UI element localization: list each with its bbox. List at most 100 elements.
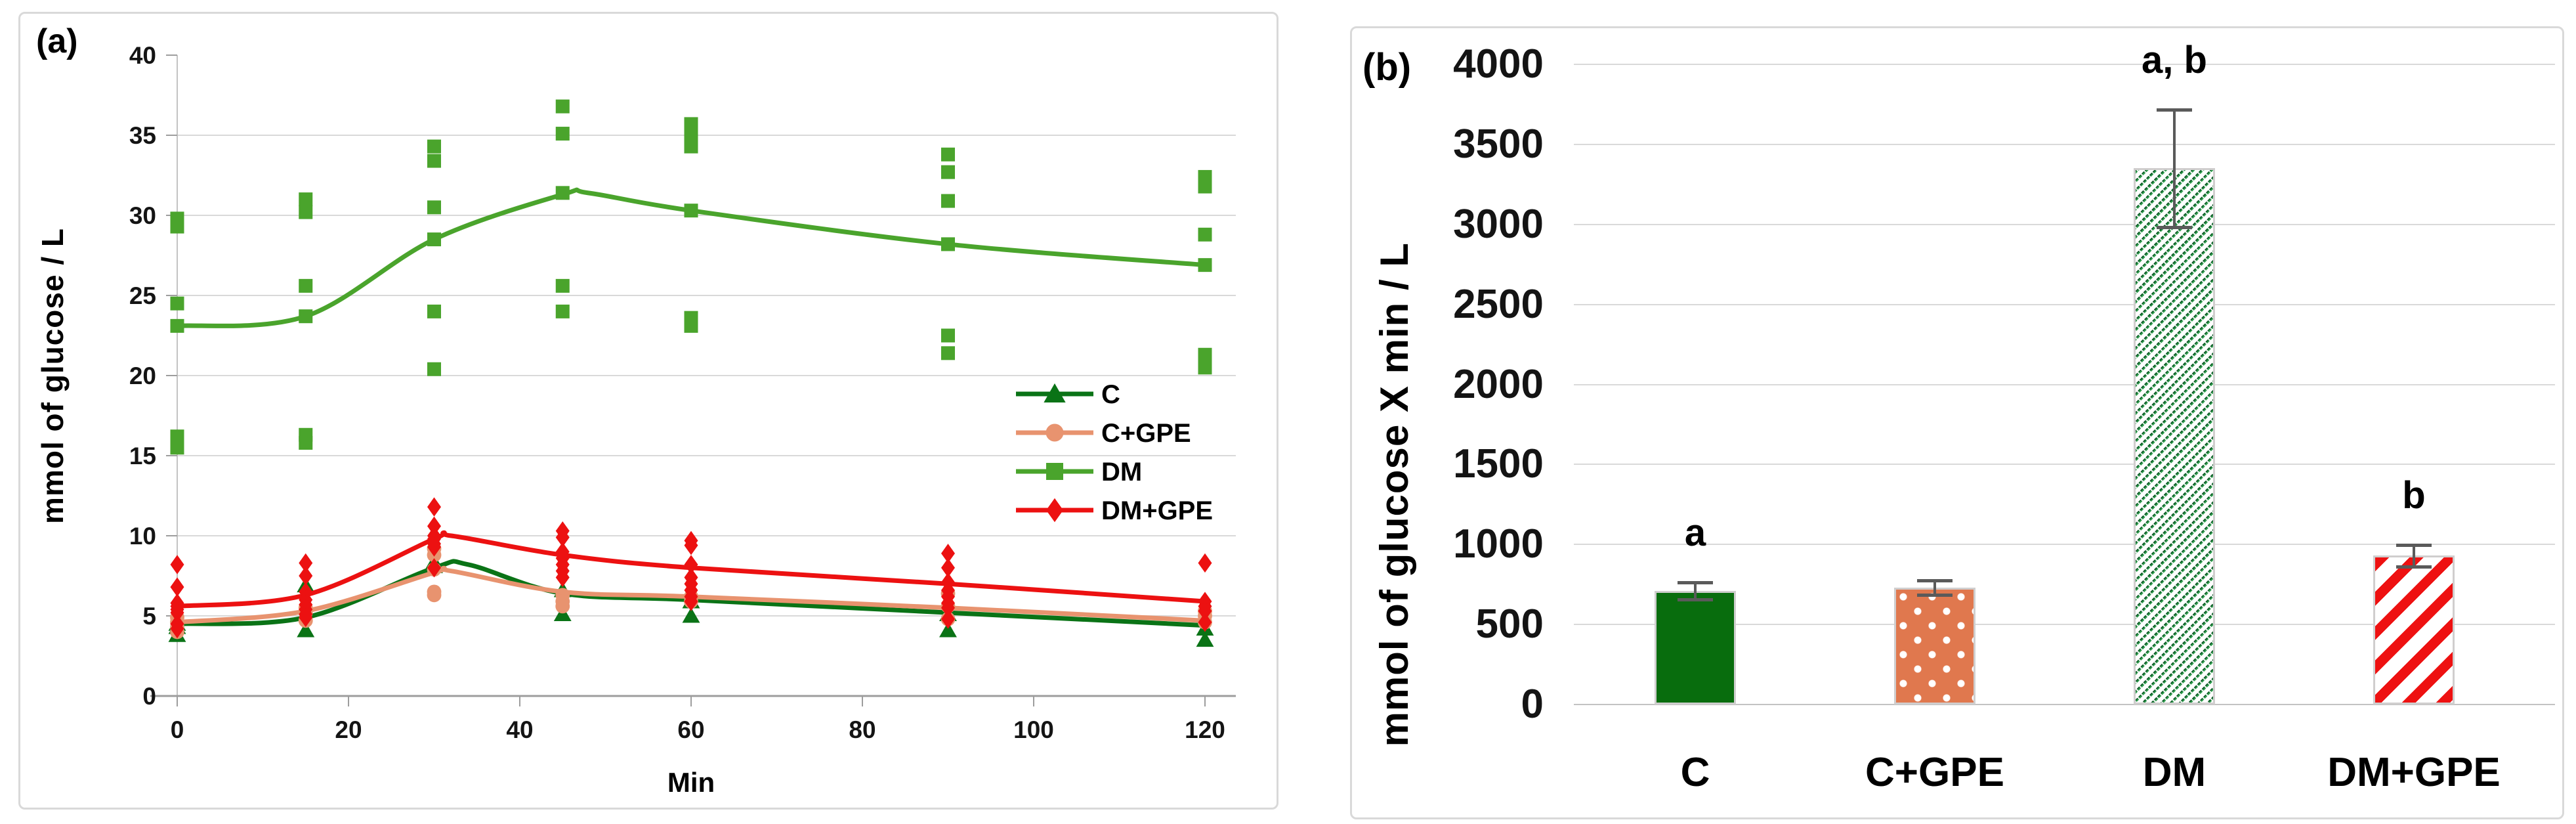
error-cap-top-DM+GPE — [2396, 543, 2432, 547]
square-marker — [427, 154, 441, 168]
square-marker — [1198, 258, 1212, 272]
square-marker — [170, 429, 184, 444]
diamond-marker — [941, 598, 955, 618]
legend-item-DM+GPE: DM+GPE — [1016, 496, 1213, 525]
bar-C+GPE — [1894, 588, 1975, 705]
diamond-marker — [1198, 553, 1212, 573]
x-category-label-C: C — [1680, 750, 1710, 795]
y-tick-label-1500: 1500 — [1453, 441, 1544, 487]
gridline-y-0 — [1574, 704, 2555, 705]
bar-C — [1655, 590, 1736, 705]
y-tick-label-2000: 2000 — [1453, 361, 1544, 407]
square-marker — [1198, 360, 1212, 375]
panel-b-label: (b) — [1362, 46, 1412, 89]
diamond-marker — [1198, 601, 1212, 621]
square-marker — [170, 318, 184, 333]
error-bar-C+GPE — [1933, 580, 1936, 596]
square-marker — [299, 278, 313, 293]
gridline-y-1500 — [1574, 464, 2555, 466]
y-tick-label-3000: 3000 — [1453, 201, 1544, 247]
legend-item-C+GPE: C+GPE — [1016, 419, 1191, 448]
panel-a-chart: 0 5 10 15 20 25 30 35 40 0 20 40 60 80 100 120 Min C C+GPE… — [129, 42, 1236, 798]
square-marker — [684, 128, 698, 142]
diamond-marker — [299, 566, 313, 586]
square-marker — [941, 194, 955, 208]
panel-a-card: (a) mmol of glucose / L 0 5 10 15 20 25 30 35 40… — [18, 12, 1278, 810]
diamond-marker — [427, 558, 441, 578]
y-tick-label-3500: 3500 — [1453, 121, 1544, 167]
y-tick-label-1000: 1000 — [1453, 521, 1544, 567]
triangle-marker — [939, 621, 957, 638]
square-marker — [555, 278, 570, 293]
significance-letter-DM: a, b — [2142, 38, 2207, 81]
diamond-marker — [941, 609, 955, 629]
gridline-y-2500 — [1574, 303, 2555, 305]
error-cap-bottom-DM+GPE — [2396, 565, 2432, 569]
square-marker — [555, 127, 570, 141]
diamond-marker — [170, 603, 184, 622]
square-marker — [170, 441, 184, 455]
diamond-marker — [170, 555, 184, 575]
significance-letter-C: a — [1684, 511, 1706, 555]
x-tick-label-100: 100 — [1013, 716, 1054, 743]
x-tick-label-80: 80 — [849, 716, 876, 743]
gridline-y-4000 — [1574, 64, 2555, 65]
y-tick-label-40: 40 — [129, 42, 156, 69]
y-tick-label-5: 5 — [142, 603, 156, 630]
significance-letter-DM+GPE: b — [2402, 473, 2426, 517]
square-marker — [170, 296, 184, 311]
square-marker — [941, 237, 955, 251]
square-marker — [299, 205, 313, 219]
square-marker — [427, 232, 441, 247]
diamond-marker — [427, 537, 441, 557]
legend-item-C: C — [1016, 380, 1120, 409]
error-bar-C — [1694, 582, 1697, 599]
square-marker — [555, 99, 570, 114]
series-DM — [170, 99, 1212, 455]
y-tick-label-10: 10 — [129, 523, 156, 550]
y-tick-label-0: 0 — [1521, 682, 1544, 727]
y-tick-label-25: 25 — [129, 282, 156, 309]
y-tick-label-0: 0 — [142, 683, 156, 710]
triangle-marker — [1196, 631, 1214, 647]
x-category-label-DM: DM — [2142, 750, 2206, 795]
square-marker — [299, 309, 313, 324]
bar-DM — [2134, 168, 2215, 705]
legend-label-DM: DM — [1101, 458, 1142, 487]
square-marker — [170, 219, 184, 234]
y-tick-label-4000: 4000 — [1453, 41, 1544, 87]
triangle-marker — [553, 605, 572, 622]
error-bar-DM+GPE — [2413, 544, 2415, 567]
x-tick-label-0: 0 — [171, 716, 184, 743]
diamond-marker — [941, 558, 955, 578]
y-tick-label-2500: 2500 — [1453, 281, 1544, 327]
diamond-marker — [170, 577, 184, 597]
error-cap-bottom-DM — [2157, 226, 2192, 230]
square-marker — [427, 200, 441, 215]
square-marker — [427, 304, 441, 318]
legend-label-C+GPE: C+GPE — [1101, 419, 1191, 448]
error-cap-bottom-C — [1678, 597, 1713, 601]
triangle-marker — [682, 607, 700, 623]
square-marker — [1198, 347, 1212, 362]
error-cap-bottom-C+GPE — [1917, 594, 1953, 597]
square-marker — [684, 117, 698, 131]
diamond-marker — [555, 527, 570, 548]
y-tick-label-30: 30 — [129, 202, 156, 229]
diamond-marker — [684, 592, 698, 611]
x-category-label-DM+GPE: DM+GPE — [2327, 750, 2501, 795]
x-tick-label-60: 60 — [677, 716, 704, 743]
square-marker — [427, 139, 441, 154]
error-cap-top-C — [1678, 581, 1713, 585]
square-marker — [941, 328, 955, 343]
gridline-y-2000 — [1574, 383, 2555, 385]
square-marker — [941, 147, 955, 162]
square-marker — [1198, 179, 1212, 194]
bar-DM+GPE — [2373, 555, 2455, 705]
panel-b-chart: 0 500 1000 1500 2000 2500 3000 3500 4000 a C C+GPE a… — [1352, 28, 2562, 817]
square-marker — [941, 346, 955, 360]
square-marker — [684, 204, 698, 218]
panel-b-card: (b) mmol of glucose X min / L 0 500 1000 15… — [1350, 26, 2564, 819]
x-category-label-C+GPE: C+GPE — [1865, 750, 2004, 795]
gridline-y-1000 — [1574, 544, 2555, 546]
